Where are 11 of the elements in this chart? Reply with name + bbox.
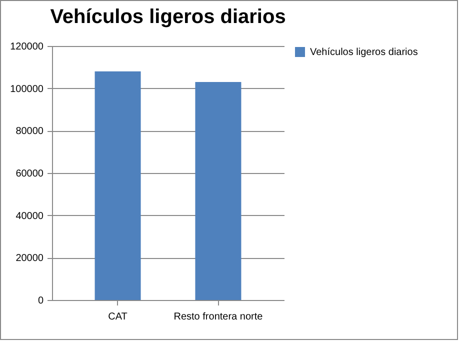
y-tick-label: 100000 xyxy=(10,84,44,95)
y-tick-label: 80000 xyxy=(16,126,44,138)
y-tick-label: 120000 xyxy=(10,42,44,52)
x-tick-label: Resto frontera norte xyxy=(174,312,264,322)
x-tick-label: CAT xyxy=(108,312,128,322)
chart-title: Vehículos ligeros diarios xyxy=(50,6,286,28)
y-tick-label: 40000 xyxy=(16,210,44,222)
y-tick-label: 0 xyxy=(38,296,44,306)
y-tick-label: 20000 xyxy=(16,253,44,264)
y-tick-label: 60000 xyxy=(16,168,44,180)
legend-label: Vehículos ligeros diarios xyxy=(310,47,418,58)
